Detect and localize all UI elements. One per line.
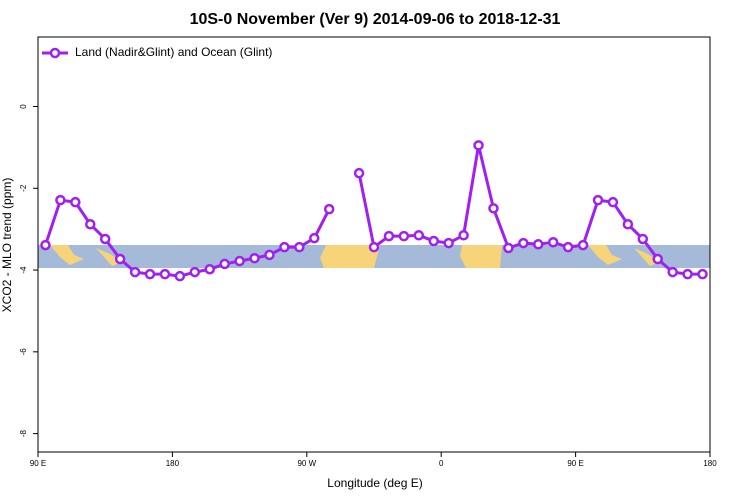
land [588,245,660,266]
data-point [428,235,439,247]
data-point [443,237,454,249]
data-point [607,196,619,208]
y-axis-label: XCO2 - MLO trend (ppm) [0,178,14,313]
data-point [294,241,305,253]
y-tick-label: 0 [19,104,28,109]
data-point [398,230,410,242]
x-tick-label: 90 W [297,459,316,468]
data-point [309,232,320,244]
data-point [114,253,126,265]
legend-label: Land (Nadir&Glint) and Ocean (Glint) [75,45,272,59]
x-axis-label: Longitude (deg E) [327,476,422,490]
data-point [249,252,260,264]
data-point [503,242,514,254]
x-tick-label: 90 E [30,459,46,468]
land [460,245,502,268]
data-point [368,241,380,253]
data-point [279,241,290,253]
data-point [547,237,559,248]
data-point [682,268,693,280]
data-point [697,268,708,280]
map-band [38,245,710,268]
data-point [473,140,484,151]
data-point [264,249,275,261]
plot-frame [37,36,711,453]
data-point [622,219,634,230]
data-point [533,239,544,250]
data-point [129,266,141,278]
y-tick-label: -6 [19,348,28,356]
data-point [174,270,186,282]
data-point [323,203,335,215]
data-point [40,239,51,251]
data-point [70,196,81,208]
x-tick-label: 180 [703,459,717,468]
data-point [458,230,469,241]
data-point [219,258,230,270]
data-point [667,266,678,278]
data-point [189,266,201,278]
data-point [144,268,156,280]
x-tick-label: 90 E [567,459,583,468]
chart-title: 10S-0 November (Ver 9) 2014-09-06 to 201… [190,11,561,28]
data-point [234,255,245,267]
y-tick-label: -4 [19,266,28,274]
data-point [592,194,604,206]
y-tick-label: -8 [19,429,28,437]
data-point [204,263,215,275]
data-point [562,241,574,253]
data-point [383,230,395,242]
data-point [85,219,96,230]
land [50,245,122,266]
data-point [518,237,529,249]
land [320,245,380,268]
x-tick-label: 180 [166,459,180,468]
data-point [159,268,171,280]
x-tick-label: 0 [439,459,444,468]
data-point [99,233,111,245]
data-point [413,230,425,241]
data-point [637,233,649,245]
y-tick-label: -2 [19,184,28,192]
data-point [652,253,663,265]
data-point [488,203,499,214]
legend-marker [49,47,61,59]
data-point [353,167,365,179]
data-point [577,239,589,251]
data-point [55,194,66,206]
